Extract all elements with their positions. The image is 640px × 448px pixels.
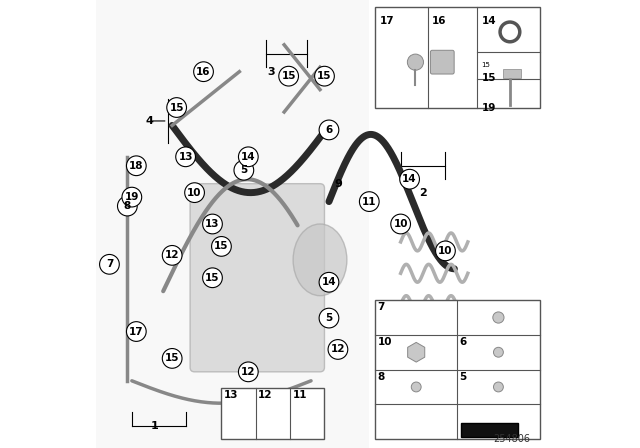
Text: 11: 11 [362,197,376,207]
FancyBboxPatch shape [96,0,369,448]
Text: 13: 13 [205,219,220,229]
Circle shape [176,147,195,167]
Text: 15: 15 [481,62,490,68]
Text: 3: 3 [267,67,275,77]
Text: 15: 15 [214,241,228,251]
Circle shape [163,349,182,368]
Text: 16: 16 [432,16,447,26]
Text: 2: 2 [419,188,427,198]
Text: 8: 8 [378,372,385,382]
Text: 15: 15 [205,273,220,283]
Text: 5: 5 [240,165,248,175]
Text: 14: 14 [481,16,496,26]
Circle shape [319,120,339,140]
Text: 10: 10 [394,219,408,229]
Text: 9: 9 [334,179,342,189]
Circle shape [407,54,424,70]
Circle shape [391,214,410,234]
Circle shape [118,196,137,216]
Text: 12: 12 [258,390,273,400]
Circle shape [436,241,455,261]
Text: 17: 17 [129,327,143,336]
Text: 1: 1 [150,421,158,431]
FancyBboxPatch shape [375,300,540,439]
FancyBboxPatch shape [375,7,540,108]
Text: 15: 15 [317,71,332,81]
Circle shape [167,98,186,117]
Circle shape [239,147,258,167]
Text: 7: 7 [106,259,113,269]
Circle shape [163,246,182,265]
Text: 14: 14 [241,152,255,162]
Text: 19: 19 [125,192,139,202]
Circle shape [315,66,334,86]
Text: 16: 16 [196,67,211,77]
FancyBboxPatch shape [461,423,518,437]
Text: 10: 10 [188,188,202,198]
Text: 5: 5 [460,372,467,382]
Text: 254806: 254806 [493,434,531,444]
Text: 4: 4 [146,116,154,126]
Circle shape [100,254,119,274]
Text: 11: 11 [292,390,307,400]
Text: 10: 10 [378,337,392,347]
Circle shape [212,237,231,256]
Circle shape [127,156,146,176]
Polygon shape [408,342,425,362]
Text: 15: 15 [165,353,179,363]
Text: 13: 13 [224,390,238,400]
Text: 17: 17 [380,16,394,26]
Text: 5: 5 [325,313,333,323]
FancyBboxPatch shape [431,50,454,74]
Circle shape [412,382,421,392]
Circle shape [400,169,419,189]
Circle shape [412,347,421,357]
Circle shape [203,268,222,288]
Circle shape [234,160,253,180]
FancyBboxPatch shape [221,388,324,439]
Circle shape [493,347,503,357]
FancyBboxPatch shape [503,69,521,78]
Circle shape [319,308,339,328]
Text: 12: 12 [331,345,345,354]
Text: 15: 15 [481,73,496,82]
Circle shape [127,322,146,341]
Circle shape [328,340,348,359]
Ellipse shape [293,224,347,296]
Text: 6: 6 [325,125,333,135]
Text: 7: 7 [378,302,385,312]
Text: 15: 15 [282,71,296,81]
Text: 19: 19 [481,103,496,113]
Circle shape [360,192,379,211]
Circle shape [239,362,258,382]
Circle shape [493,382,503,392]
Text: 15: 15 [170,103,184,112]
Text: 6: 6 [460,337,467,347]
Text: 13: 13 [179,152,193,162]
Text: 10: 10 [438,246,452,256]
Text: 18: 18 [129,161,143,171]
Text: 12: 12 [165,250,179,260]
Circle shape [279,66,298,86]
Circle shape [493,312,504,323]
Text: 8: 8 [124,201,131,211]
Circle shape [185,183,204,202]
Text: 14: 14 [403,174,417,184]
Circle shape [319,272,339,292]
Text: 12: 12 [241,367,255,377]
FancyBboxPatch shape [190,184,324,372]
Circle shape [122,187,141,207]
Circle shape [203,214,222,234]
Circle shape [194,62,213,82]
Text: 14: 14 [322,277,336,287]
